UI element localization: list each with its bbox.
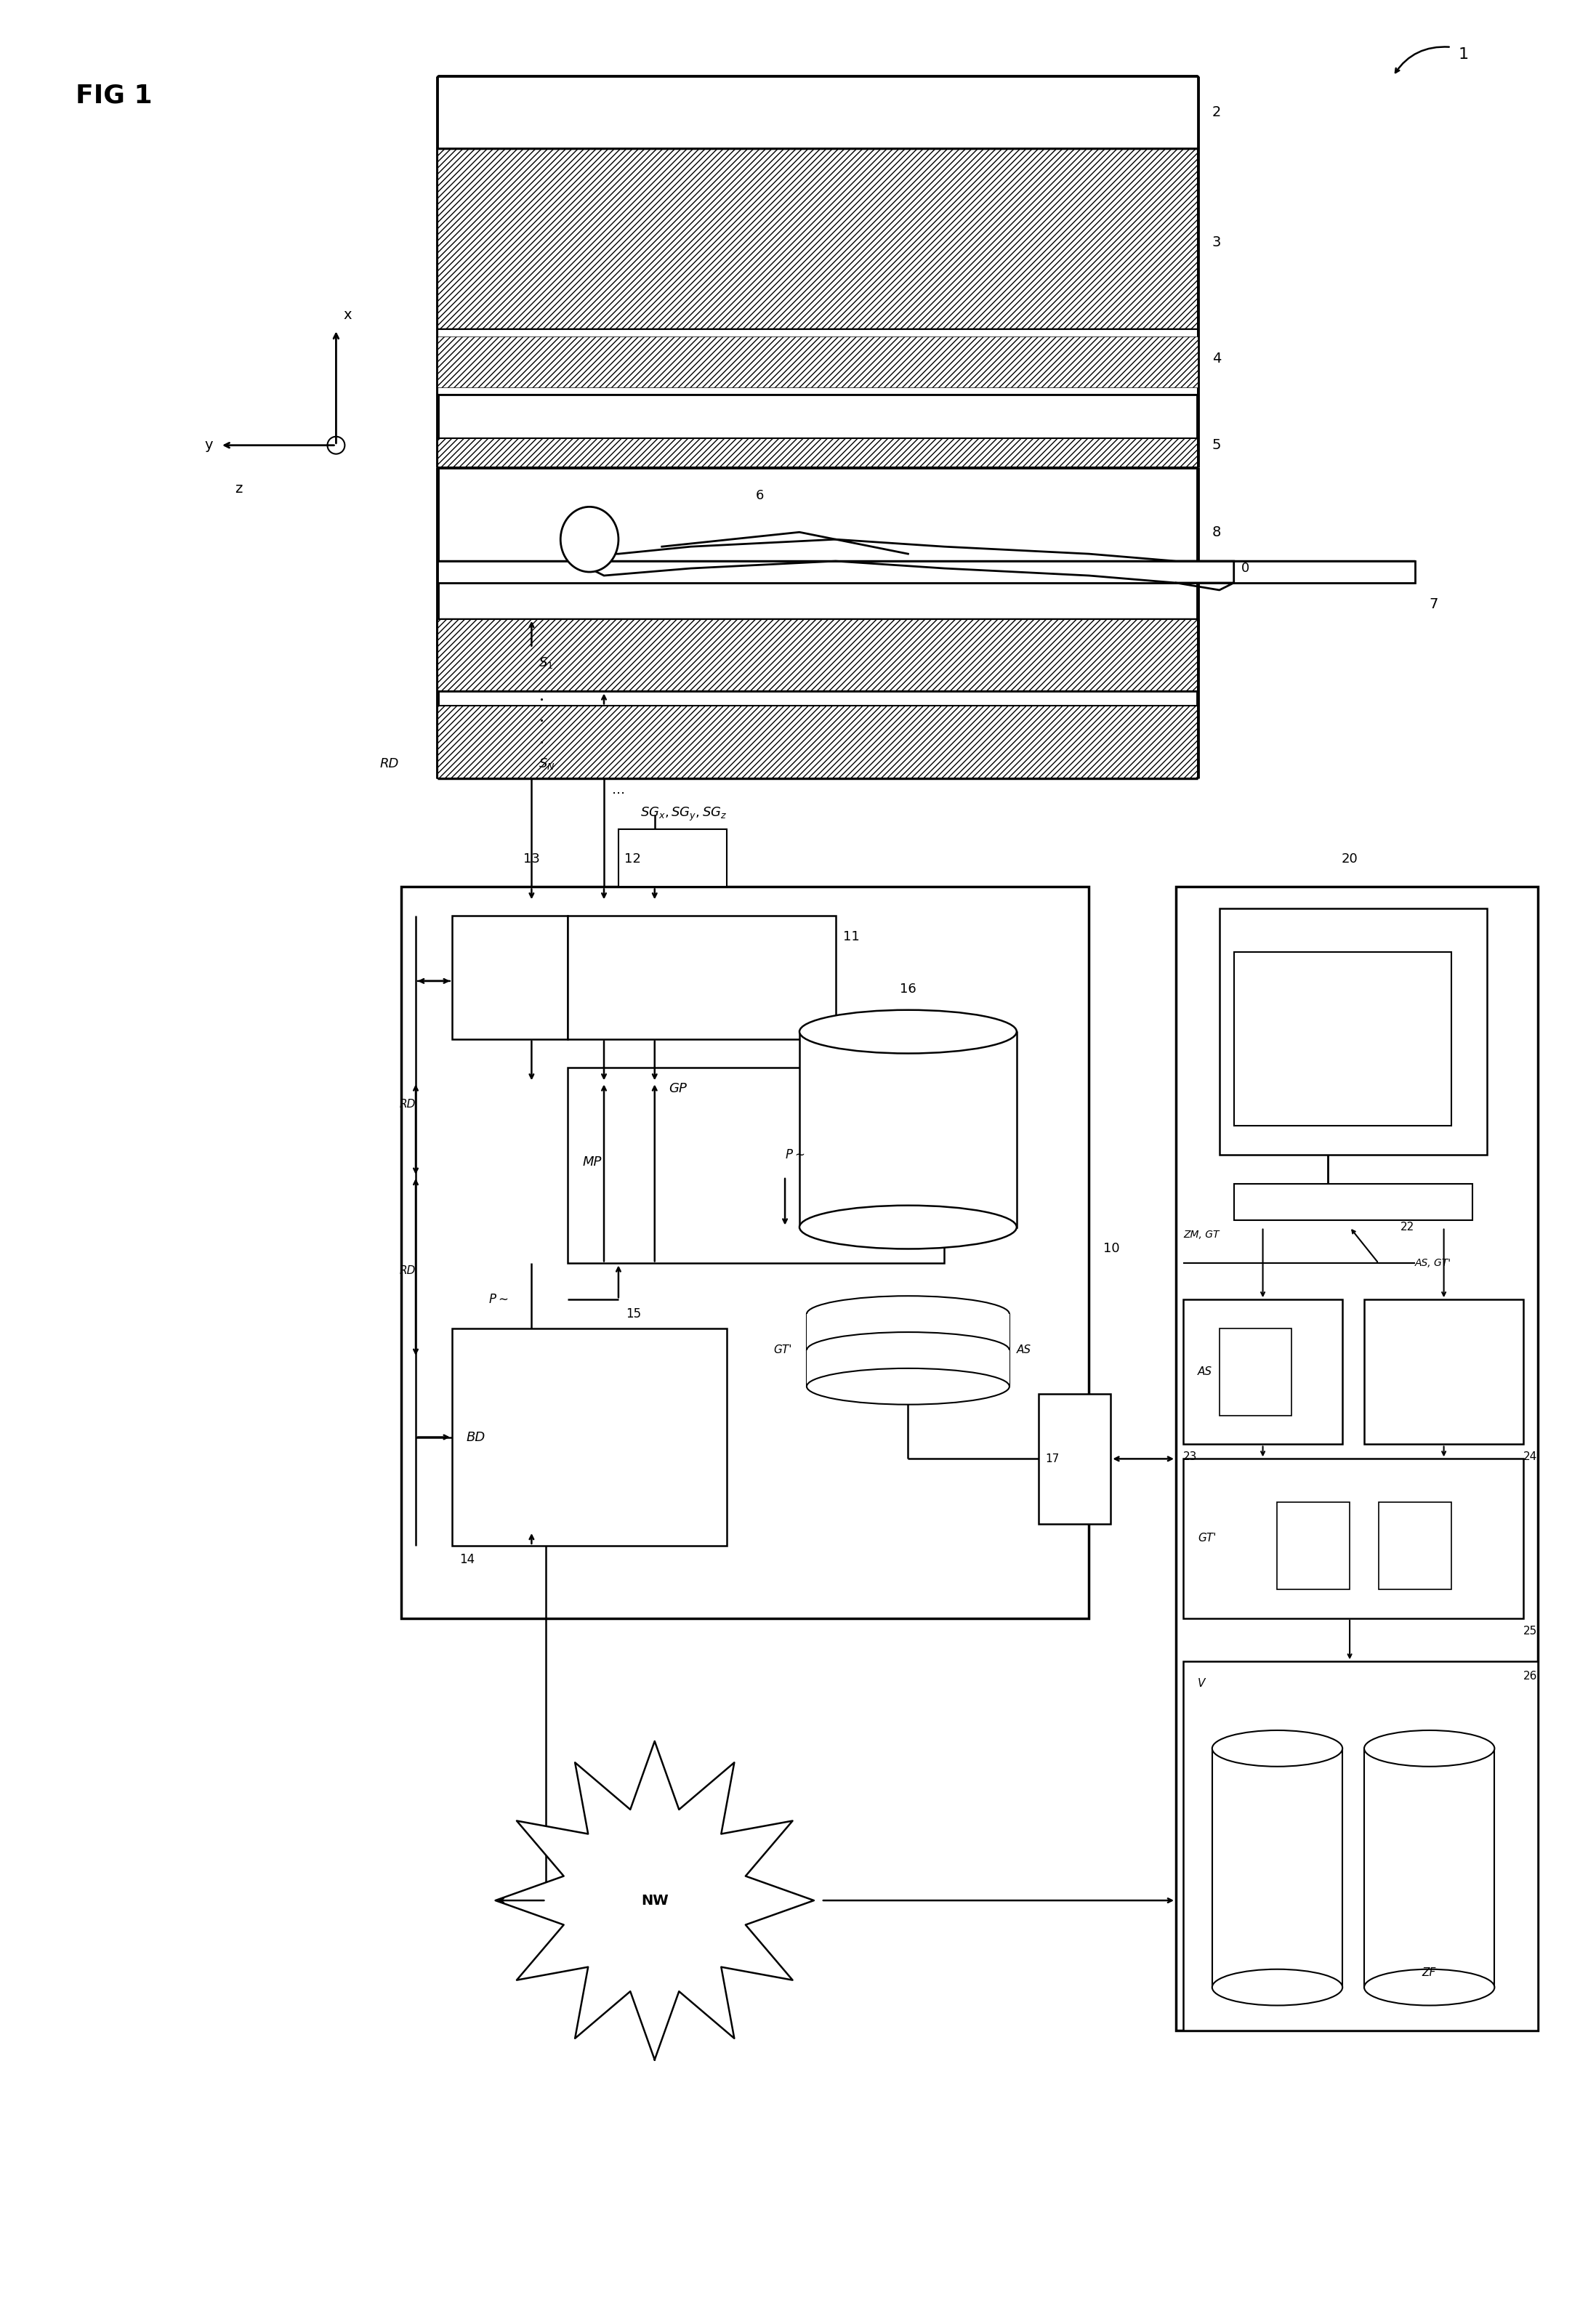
Text: 20: 20 [1341, 852, 1358, 866]
Text: 1: 1 [1459, 46, 1468, 62]
Text: z: z [235, 481, 243, 495]
Bar [1234, 1184, 1473, 1221]
Bar [1234, 951, 1451, 1126]
Text: 26: 26 [1524, 1670, 1537, 1681]
Text: 11: 11 [843, 930, 859, 944]
Text: 8: 8 [1211, 525, 1221, 539]
Ellipse shape [1211, 1730, 1342, 1766]
Ellipse shape [560, 507, 618, 571]
Text: $\cdots$: $\cdots$ [611, 785, 624, 799]
Bar [1039, 1393, 1111, 1525]
Bar [568, 917, 836, 1039]
Text: GT': GT' [774, 1345, 792, 1356]
Text: FIG 1: FIG 1 [75, 83, 152, 108]
Bar [437, 147, 1197, 329]
Text: x: x [343, 309, 351, 322]
Bar [437, 620, 1197, 691]
Text: $\bullet$: $\bullet$ [539, 696, 544, 702]
Bar [1379, 1502, 1451, 1589]
Text: 15: 15 [626, 1308, 642, 1320]
Text: y: y [204, 438, 212, 451]
Bar [437, 336, 1197, 387]
Ellipse shape [806, 1368, 1009, 1405]
Bar [806, 1350, 1009, 1386]
Text: 3: 3 [1211, 235, 1221, 249]
Ellipse shape [806, 1297, 1009, 1331]
Text: AS: AS [1017, 1345, 1031, 1356]
Text: RD: RD [399, 1099, 415, 1110]
Ellipse shape [1365, 1730, 1494, 1766]
Bar [806, 1315, 1009, 1350]
Text: AS: AS [1197, 1366, 1213, 1377]
Bar [1219, 910, 1487, 1154]
Bar [401, 887, 1088, 1619]
Text: 2: 2 [1211, 106, 1221, 120]
Bar [1211, 1748, 1342, 1987]
Text: $\bullet$: $\bullet$ [539, 739, 544, 746]
Text: GT': GT' [1197, 1534, 1216, 1543]
Text: RD: RD [380, 758, 399, 772]
Text: ZM, GT: ZM, GT [1183, 1230, 1219, 1239]
Text: BD: BD [466, 1430, 485, 1444]
Bar [437, 438, 1197, 468]
Bar [1219, 1329, 1291, 1416]
Text: AS, GT': AS, GT' [1416, 1257, 1451, 1269]
Ellipse shape [806, 1331, 1009, 1368]
Text: 22: 22 [1400, 1221, 1414, 1232]
Bar [1183, 1299, 1342, 1444]
Bar [1365, 1299, 1524, 1444]
Polygon shape [495, 1741, 814, 2059]
Text: 14: 14 [460, 1552, 474, 1566]
Bar [1183, 1458, 1524, 1619]
Text: 7: 7 [1430, 599, 1438, 610]
Text: $\bullet$: $\bullet$ [539, 716, 544, 723]
Bar [437, 707, 1197, 778]
Text: 13: 13 [523, 852, 539, 866]
Text: P$\sim$: P$\sim$ [488, 1292, 508, 1306]
Text: 10: 10 [1103, 1241, 1120, 1255]
Ellipse shape [1365, 1969, 1494, 2006]
Bar [618, 829, 728, 887]
Bar [452, 917, 568, 1039]
Bar [437, 562, 1416, 583]
Ellipse shape [800, 1011, 1017, 1052]
Text: 25: 25 [1524, 1626, 1537, 1635]
Text: 5: 5 [1211, 438, 1221, 451]
Text: 4: 4 [1211, 352, 1221, 366]
Text: 17: 17 [1045, 1453, 1060, 1465]
Text: RD: RD [399, 1264, 415, 1276]
Bar [1176, 887, 1539, 2031]
Text: GP: GP [669, 1082, 688, 1096]
Ellipse shape [1211, 1969, 1342, 2006]
Text: P$\sim$: P$\sim$ [785, 1149, 804, 1161]
Text: $S_N$: $S_N$ [539, 758, 555, 772]
Bar [437, 329, 1197, 394]
Text: V: V [1197, 1679, 1205, 1688]
Text: 23: 23 [1183, 1451, 1197, 1462]
Bar [800, 1032, 1017, 1227]
Text: 0: 0 [1242, 562, 1250, 576]
Text: 6: 6 [757, 491, 764, 502]
Text: $SG_x, SG_y, SG_z$: $SG_x, SG_y, SG_z$ [640, 806, 726, 822]
Text: MP: MP [583, 1156, 602, 1168]
Text: 16: 16 [900, 983, 916, 995]
Text: NW: NW [642, 1893, 669, 1907]
Text: ZF: ZF [1422, 1967, 1436, 1978]
Text: 12: 12 [624, 852, 642, 866]
Text: $S_1$: $S_1$ [539, 654, 554, 670]
Bar [452, 1329, 728, 1545]
Bar [568, 1069, 945, 1264]
Text: 24: 24 [1524, 1451, 1537, 1462]
Ellipse shape [800, 1204, 1017, 1248]
Bar [437, 76, 1197, 147]
Bar [1183, 1660, 1539, 2031]
Bar [1365, 1748, 1494, 1987]
Bar [1277, 1502, 1350, 1589]
